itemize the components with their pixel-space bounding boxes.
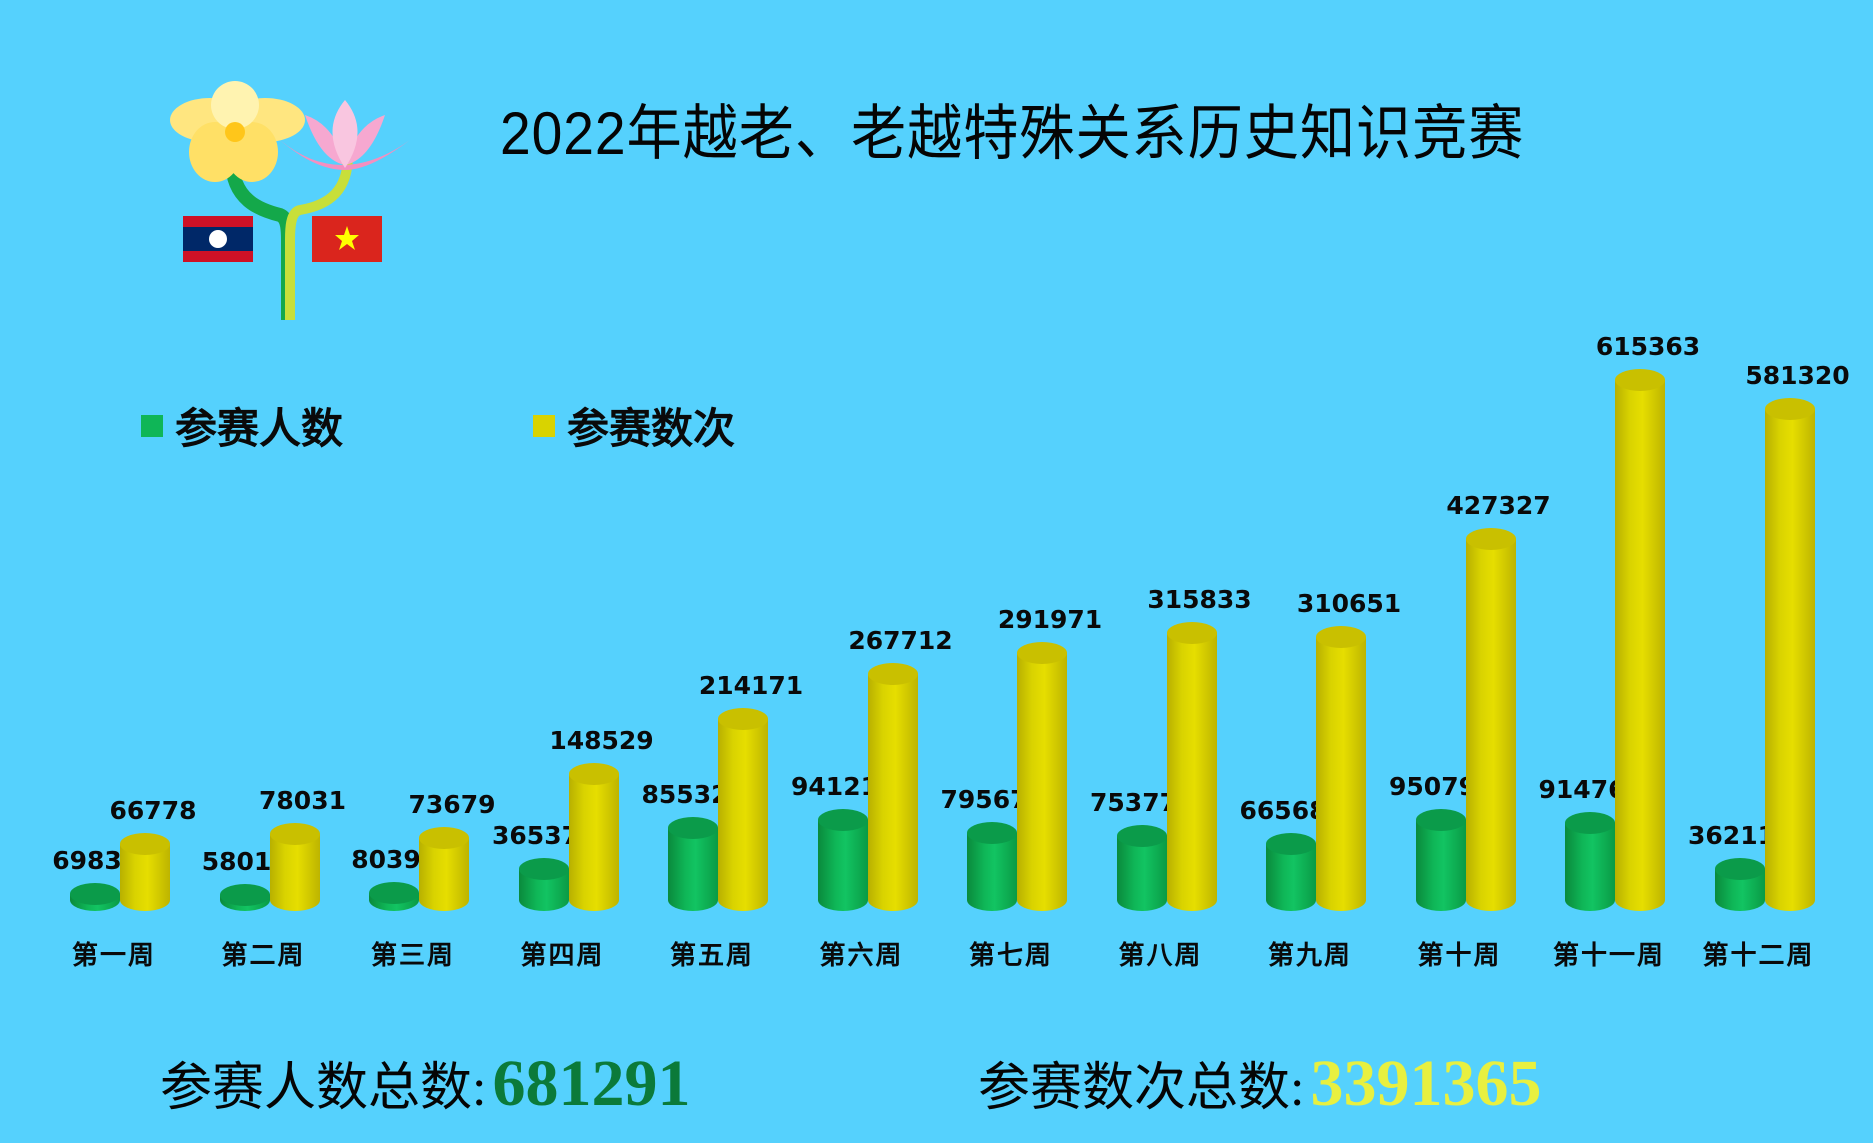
participants-bar: [369, 882, 419, 911]
bar-chart: 6983 66778 第一周 5801 78031 第二周 8039 73679 第三周 3653…: [52, 332, 1850, 971]
legend-item-entries: 参赛数次: [533, 395, 735, 456]
chart-title: 2022年越老、老越特殊关系历史知识竞赛: [500, 100, 1525, 167]
value-label: 73679: [408, 789, 496, 819]
value-label: 8039: [351, 845, 421, 875]
value-label: 85532: [641, 779, 729, 809]
frangipani-flower-icon: [170, 81, 305, 182]
x-axis-label: 第一周: [71, 941, 157, 971]
x-axis-label: 第十一周: [1552, 941, 1666, 971]
x-axis-label: 第八周: [1118, 941, 1203, 971]
legend-item-participants: 参赛人数: [141, 395, 343, 456]
value-label: 66778: [109, 795, 197, 825]
total-entries: 参赛数次总数: 3391365: [978, 1045, 1541, 1122]
entries-bar: [1017, 642, 1067, 911]
participants-bar: [518, 858, 569, 911]
lime-stem-icon: [285, 154, 353, 320]
value-label: 427327: [1446, 490, 1551, 520]
value-label: 214171: [698, 671, 804, 701]
participants-bar: [1565, 811, 1615, 911]
value-label: 6983: [52, 846, 122, 876]
x-axis-label: 第三周: [370, 941, 456, 971]
value-label: 267712: [848, 625, 953, 655]
value-label: 91476: [1538, 774, 1626, 804]
entries-bar: [1764, 397, 1815, 911]
green-square-icon: [141, 414, 163, 437]
participants-bar: [668, 816, 718, 911]
value-label: 310651: [1296, 589, 1402, 619]
entries-bar: [120, 832, 170, 911]
entries-bar: [1166, 622, 1217, 911]
participants-bar: [70, 883, 120, 911]
total-participants: 参赛人数总数: 681291: [160, 1045, 690, 1122]
total-entries-value: 3391365: [1310, 1047, 1542, 1120]
legend-label: 参赛数次: [567, 404, 736, 453]
entries-bar: [419, 826, 469, 911]
value-label: 615363: [1595, 332, 1701, 361]
participants-bar: [1415, 808, 1466, 911]
value-label: 94121: [791, 772, 878, 802]
value-label: 95079: [1389, 771, 1476, 801]
participants-bar: [967, 821, 1017, 911]
entries-bar: [1615, 369, 1665, 911]
logo: [140, 80, 440, 330]
value-label: 148529: [549, 726, 654, 756]
value-label: 36211: [1688, 821, 1775, 851]
x-axis-label: 第七周: [968, 941, 1054, 971]
lotus-flower-icon: [280, 100, 410, 170]
total-participants-label: 参赛人数总数:: [160, 1060, 487, 1117]
value-label: 36537: [492, 821, 579, 851]
x-axis-label: 第五周: [669, 941, 755, 971]
vietnam-flag-icon: [312, 216, 382, 262]
yellow-square-icon: [533, 414, 555, 437]
value-label: 66568: [1239, 795, 1327, 825]
entries-bar: [269, 823, 320, 911]
value-label: 5801: [201, 847, 272, 877]
entries-bar: [568, 763, 619, 911]
x-axis-label: 第二周: [221, 941, 306, 971]
entries-bar: [718, 708, 768, 911]
x-axis-label: 第九周: [1267, 941, 1353, 971]
laos-flag-icon: [183, 216, 253, 262]
entries-bar: [867, 662, 918, 911]
value-label: 79567: [940, 784, 1028, 814]
legend-label: 参赛人数: [175, 404, 344, 453]
x-axis-label: 第十周: [1417, 941, 1502, 971]
total-participants-value: 681291: [492, 1047, 691, 1120]
participants-bar: [817, 809, 868, 911]
value-label: 291971: [997, 605, 1103, 635]
x-axis-label: 第六周: [819, 941, 904, 971]
value-label: 581320: [1745, 360, 1850, 390]
entries-bar: [1316, 626, 1366, 911]
x-axis-label: 第四周: [520, 941, 605, 971]
total-entries-label: 参赛数次总数:: [978, 1060, 1305, 1117]
participants-bar: [219, 884, 270, 911]
participants-bar: [1714, 858, 1765, 911]
value-label: 75377: [1090, 788, 1177, 818]
value-label: 315833: [1147, 585, 1252, 615]
value-label: 78031: [259, 786, 346, 816]
participants-bar: [1266, 832, 1316, 911]
participants-bar: [1116, 825, 1167, 911]
entries-bar: [1465, 527, 1516, 911]
x-axis-label: 第十二周: [1702, 941, 1815, 971]
